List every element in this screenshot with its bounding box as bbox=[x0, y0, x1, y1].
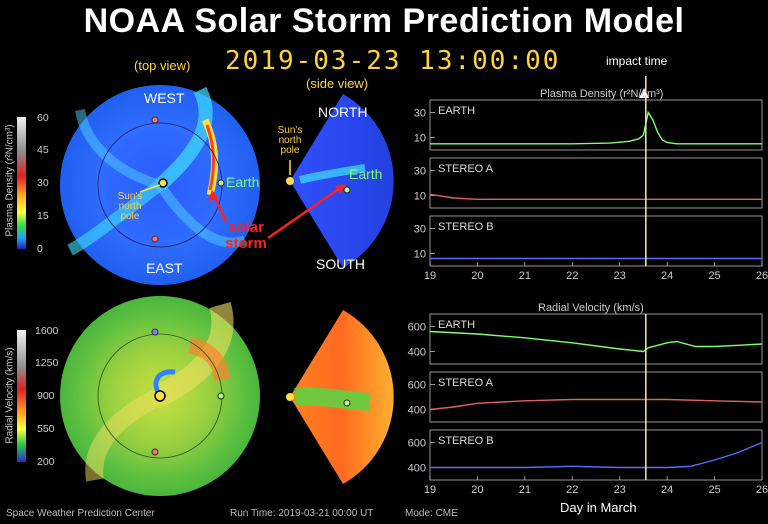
velocity-side-view bbox=[286, 310, 394, 484]
earth-side-label: Earth bbox=[349, 166, 383, 182]
x-tick-label: 24 bbox=[661, 270, 673, 282]
side-view-label: (side view) bbox=[306, 76, 369, 91]
chart-panel-frame bbox=[429, 215, 763, 267]
x-tick-label: 23 bbox=[614, 270, 626, 282]
model-timestamp: 2019-03-23 13:00:00 bbox=[225, 46, 561, 76]
panel-label: EARTH bbox=[438, 319, 475, 331]
chart-panel-frame bbox=[429, 429, 763, 481]
y-tick-label: 30 bbox=[414, 108, 426, 120]
panel-label: EARTH bbox=[438, 105, 475, 117]
density-side-view bbox=[286, 94, 394, 268]
panel-label: STEREO A bbox=[438, 377, 494, 389]
y-tick-label: 30 bbox=[414, 166, 426, 178]
y-tick-label: 600 bbox=[408, 438, 426, 450]
west-label: WEST bbox=[144, 90, 185, 106]
velocity-colorbar bbox=[17, 330, 26, 462]
x-tick-label: 22 bbox=[566, 270, 578, 282]
sun-pole-top-label: Sun's north pole bbox=[117, 191, 143, 222]
chart-panel-frame bbox=[429, 371, 763, 423]
density-tick: 30 bbox=[37, 177, 49, 189]
series-line bbox=[429, 398, 763, 411]
page-title: NOAA Solar Storm Prediction Model bbox=[83, 2, 685, 40]
x-tick-label: 20 bbox=[471, 270, 483, 282]
x-tick-label: 25 bbox=[708, 270, 720, 282]
south-label: SOUTH bbox=[316, 256, 365, 272]
chart-panel-frame bbox=[429, 99, 763, 151]
sun-pole-side-label: Sun's north pole bbox=[277, 125, 303, 156]
panel-label: STEREO B bbox=[438, 221, 494, 233]
x-axis-title: Day in March bbox=[560, 500, 637, 515]
y-tick-label: 400 bbox=[408, 463, 426, 475]
velocity-tick: 1250 bbox=[35, 357, 59, 369]
footer-mode: Mode: CME bbox=[405, 508, 458, 519]
y-tick-label: 400 bbox=[408, 347, 426, 359]
density-tick: 60 bbox=[37, 112, 49, 124]
density-colorbar bbox=[17, 117, 26, 249]
x-tick-label: 21 bbox=[519, 270, 531, 282]
chart-panel-frame bbox=[429, 157, 763, 209]
y-tick-label: 400 bbox=[408, 405, 426, 417]
impact-time-arrow bbox=[639, 88, 649, 98]
y-tick-label: 10 bbox=[414, 191, 426, 203]
series-line bbox=[429, 330, 763, 353]
top-view-label: (top view) bbox=[134, 58, 191, 73]
x-tick-label: 24 bbox=[661, 484, 673, 496]
series-line bbox=[430, 441, 763, 469]
y-tick-label: 600 bbox=[408, 380, 426, 392]
north-label: NORTH bbox=[318, 104, 368, 120]
annotation-arrows bbox=[139, 160, 346, 240]
x-tick-label: 20 bbox=[471, 484, 483, 496]
velocity-top-view bbox=[60, 296, 260, 496]
x-tick-label: 25 bbox=[708, 484, 720, 496]
panel-label: STEREO B bbox=[438, 435, 494, 447]
x-tick-label: 19 bbox=[424, 270, 436, 282]
earth-top-label: Earth bbox=[226, 174, 260, 190]
east-label: EAST bbox=[146, 260, 183, 276]
impact-time-label: impact time bbox=[606, 54, 668, 68]
x-tick-label: 26 bbox=[756, 484, 768, 496]
series-line bbox=[430, 110, 762, 145]
panel-label: STEREO A bbox=[438, 163, 494, 175]
solar-storm-label: solar storm bbox=[225, 219, 267, 252]
density-plot-title: Plasma Density (r²N/cm³) bbox=[540, 88, 664, 100]
footer-run-time: Run Time: 2019-03-21 00:00 UT bbox=[230, 508, 374, 519]
velocity-tick: 900 bbox=[37, 390, 55, 402]
x-tick-label: 22 bbox=[566, 484, 578, 496]
y-tick-label: 600 bbox=[408, 322, 426, 334]
velocity-plot-title: Radial Velocity (km/s) bbox=[538, 302, 644, 314]
velocity-tick: 1600 bbox=[35, 325, 59, 337]
velocity-tick: 550 bbox=[37, 423, 55, 435]
y-tick-label: 10 bbox=[414, 249, 426, 261]
x-tick-label: 19 bbox=[424, 484, 436, 496]
x-tick-label: 26 bbox=[756, 270, 768, 282]
y-tick-label: 10 bbox=[414, 133, 426, 145]
series-line bbox=[429, 193, 762, 200]
chart-panel-frame bbox=[429, 313, 763, 365]
footer-center: Space Weather Prediction Center bbox=[6, 508, 155, 519]
density-tick: 45 bbox=[37, 144, 49, 156]
density-tick: 15 bbox=[37, 210, 49, 222]
y-tick-label: 30 bbox=[414, 224, 426, 236]
x-tick-label: 23 bbox=[614, 484, 626, 496]
density-tick: 0 bbox=[37, 243, 43, 255]
velocity-tick: 200 bbox=[37, 456, 55, 468]
x-tick-label: 21 bbox=[519, 484, 531, 496]
